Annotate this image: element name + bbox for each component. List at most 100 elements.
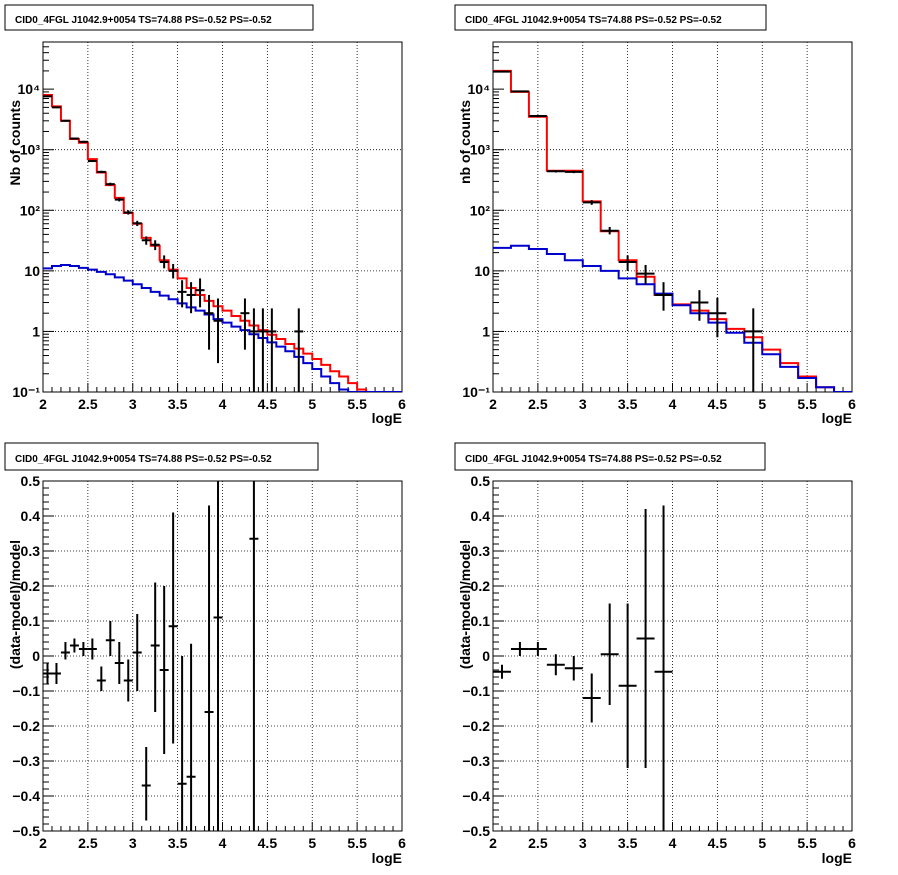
x-tick-label: 2 [39, 835, 47, 851]
data-point [123, 659, 133, 702]
data-point [654, 282, 673, 311]
x-tick-label: 2 [39, 396, 47, 412]
x-tick-label: 2.5 [528, 396, 548, 412]
y-tick-label: 0.2 [471, 578, 491, 594]
background-model-histogram [43, 263, 402, 392]
plot-area [493, 505, 673, 831]
chart-title: CID0_4FGL J1042.9+0054 TS=74.88 PS=-0.52… [15, 454, 272, 465]
data-point [636, 264, 655, 285]
data-point [159, 255, 169, 269]
data-point [618, 255, 637, 271]
y-tick-label: 10² [20, 202, 41, 218]
data-point [258, 308, 268, 392]
data-point [249, 308, 259, 392]
y-tick-label: 10⁴ [468, 81, 491, 97]
x-tick-label: 3.5 [168, 396, 188, 412]
x-tick-label: 4 [669, 396, 677, 412]
data-point [114, 642, 124, 684]
x-tick-label: 5.5 [797, 835, 817, 851]
x-tick-label: 6 [848, 396, 856, 412]
x-tick-label: 3.5 [168, 835, 188, 851]
data-point [213, 481, 223, 831]
data-point [60, 119, 70, 122]
chart-title: CID0_4FGL J1042.9+0054 TS=74.88 PS=-0.52… [465, 15, 722, 26]
data-point [546, 654, 565, 676]
data-point [204, 294, 214, 350]
y-tick-label: −0.3 [12, 753, 40, 769]
data-point [105, 621, 115, 656]
data-point [546, 170, 565, 173]
title-box [4, 4, 314, 31]
x-tick-label: 5 [758, 835, 766, 851]
x-tick-label: 5.5 [347, 835, 367, 851]
x-tick-label: 2.5 [78, 396, 98, 412]
y-tick-label: 10⁴ [18, 81, 41, 97]
data-point [51, 106, 61, 109]
y-tick-label: 10² [470, 202, 491, 218]
data-point [267, 308, 277, 392]
data-point [105, 182, 115, 186]
data-point [600, 226, 619, 235]
data-point [43, 663, 52, 684]
x-tick-label: 2 [489, 835, 497, 851]
data-point [564, 656, 583, 681]
pad-residuals-full: CID0_4FGL J1042.9+0054 TS=74.88 PS=-0.52… [4, 442, 406, 866]
data-point [150, 240, 160, 251]
x-tick-label: 6 [848, 835, 856, 851]
y-tick-label: 0 [32, 648, 40, 664]
data-point [186, 282, 196, 314]
y-tick-label: −0.4 [12, 788, 40, 804]
data-point [582, 673, 601, 723]
data-point [96, 170, 106, 174]
data-point [132, 220, 142, 227]
y-tick-label: 0.3 [471, 543, 491, 559]
x-tick-label: 5 [308, 835, 316, 851]
data-point [618, 603, 637, 768]
data-point [168, 263, 178, 279]
data-point [141, 747, 151, 821]
x-tick-label: 4.5 [258, 835, 278, 851]
x-axis-label: logE [822, 410, 852, 426]
data-point [123, 210, 133, 215]
data-point [87, 160, 97, 163]
x-tick-label: 5 [308, 396, 316, 412]
title-box [454, 4, 767, 31]
data-point [159, 586, 169, 754]
x-tick-label: 3.5 [618, 835, 638, 851]
plot-area [493, 69, 852, 392]
x-tick-label: 4.5 [258, 396, 278, 412]
data-point [744, 308, 763, 392]
y-tick-label: 10³ [470, 142, 491, 158]
x-tick-label: 4 [669, 835, 677, 851]
y-axis-label: nb of counts [457, 100, 473, 184]
title-box [454, 442, 766, 471]
data-point [195, 278, 205, 308]
x-axis-label: logE [372, 410, 402, 426]
data-point [186, 643, 196, 831]
x-tick-label: 3 [579, 396, 587, 412]
data-point [69, 638, 79, 653]
y-tick-label: 10⁻¹ [12, 384, 40, 400]
plot-area [43, 481, 259, 831]
data-point [708, 297, 727, 338]
y-tick-label: −0.3 [462, 753, 490, 769]
x-tick-label: 6 [398, 835, 406, 851]
data-point [600, 603, 619, 705]
x-tick-label: 3 [129, 396, 137, 412]
x-tick-label: 4.5 [708, 835, 728, 851]
y-tick-label: 1 [32, 323, 40, 339]
y-tick-label: 0.1 [21, 613, 41, 629]
data-point [69, 137, 79, 140]
y-tick-label: −0.2 [462, 718, 490, 734]
x-tick-label: 2 [489, 396, 497, 412]
y-tick-label: 0.3 [21, 543, 41, 559]
data-point [493, 664, 511, 679]
y-tick-label: 1 [482, 323, 490, 339]
y-tick-label: 0.4 [21, 508, 41, 524]
pad-counts-full: CID0_4FGL J1042.9+0054 TS=74.88 PS=-0.52… [4, 4, 406, 426]
x-tick-label: 4 [219, 835, 227, 851]
y-tick-label: 0.5 [471, 473, 491, 489]
data-point [177, 656, 187, 831]
y-tick-label: 10³ [20, 142, 41, 158]
